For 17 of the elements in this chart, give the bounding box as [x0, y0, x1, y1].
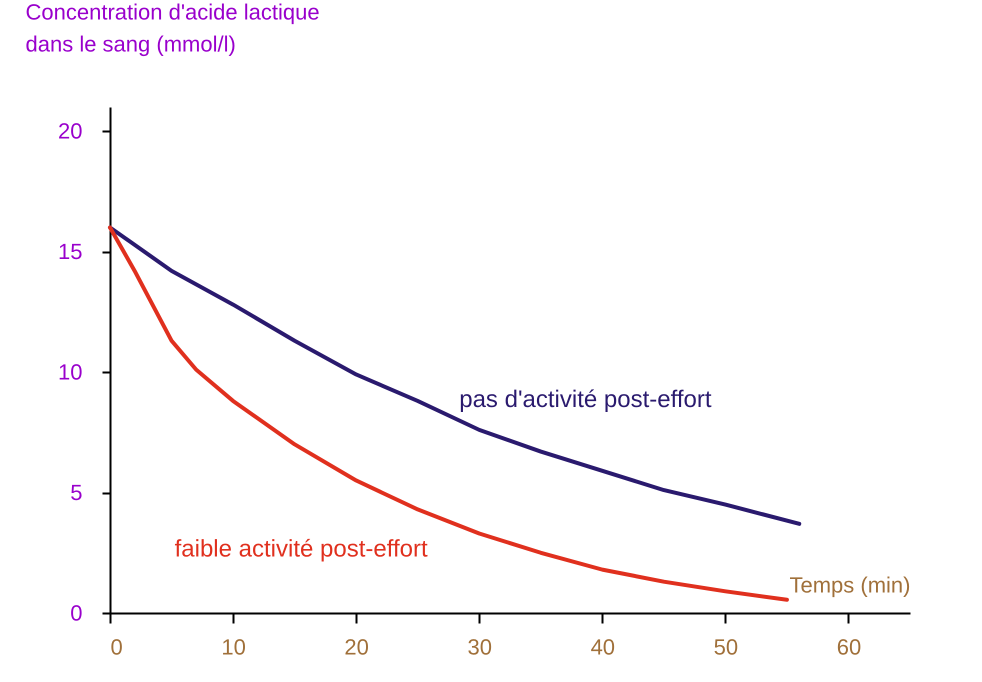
- y-tick-label: 5: [70, 480, 82, 506]
- series-label: faible activité post-effort: [174, 535, 428, 562]
- x-tick-label: 50: [714, 634, 738, 660]
- y-tick-label: 0: [70, 600, 82, 626]
- y-tick-label: 15: [58, 239, 82, 264]
- y-tick-label: 10: [58, 360, 82, 385]
- y-tick-label: 20: [58, 118, 82, 144]
- x-axis-title: Temps (min): [789, 572, 910, 598]
- x-tick-label: 30: [467, 634, 492, 660]
- x-tick-label: 60: [836, 634, 862, 660]
- x-tick-label: 20: [344, 634, 369, 660]
- y-axis-title: Concentration d'acide lactique dans le sang (mmol/l): [26, 0, 320, 56]
- x-tick-label: 40: [590, 634, 616, 660]
- x-tick-label: 0: [110, 634, 123, 660]
- x-tick-label: 10: [221, 634, 246, 660]
- line-series: [108, 225, 789, 602]
- series-label: pas d'activité post-effort: [459, 386, 712, 413]
